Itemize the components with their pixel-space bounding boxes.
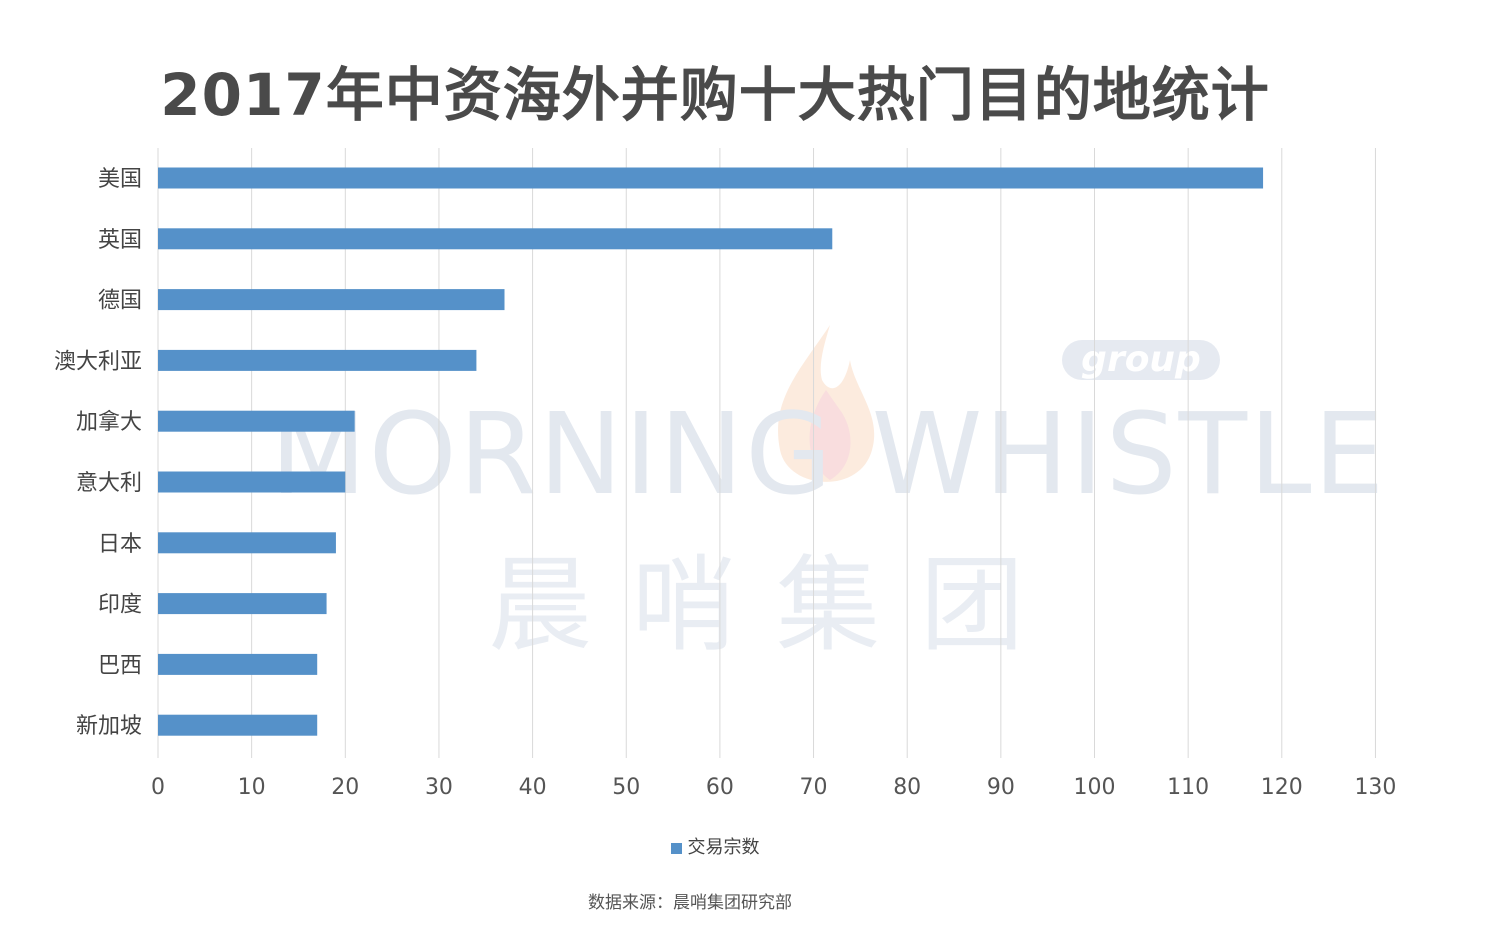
source-note: 数据来源：晨哨集团研究部 bbox=[588, 893, 792, 913]
bars bbox=[158, 167, 1264, 736]
category-label-6: 意大利 bbox=[76, 471, 142, 496]
category-label-5: 加拿大 bbox=[76, 409, 142, 435]
x-tick-labels: 0 10 20 30 40 50 60 70 80 90 100 110 120 130 bbox=[151, 775, 1396, 800]
x-tick-label-90: 90 bbox=[987, 775, 1015, 800]
x-tick-label-10: 10 bbox=[238, 775, 266, 800]
category-label-3: 德国 bbox=[98, 289, 142, 314]
x-tick-label-40: 40 bbox=[519, 775, 547, 800]
category-label-8: 印度 bbox=[98, 593, 142, 618]
bar-9 bbox=[158, 653, 318, 675]
category-label-9: 巴西 bbox=[98, 653, 142, 678]
legend-swatch bbox=[670, 842, 682, 854]
x-tick-label-110: 110 bbox=[1167, 775, 1209, 800]
bar-3 bbox=[158, 289, 505, 311]
bar-4 bbox=[158, 349, 477, 371]
legend: 交易宗数 bbox=[0, 833, 1430, 859]
x-tick-label-20: 20 bbox=[331, 775, 359, 800]
gridlines bbox=[157, 148, 1376, 758]
category-label-1: 美国 bbox=[98, 167, 142, 192]
x-tick-label-0: 0 bbox=[151, 775, 165, 800]
x-tick-label-130: 130 bbox=[1354, 775, 1396, 800]
x-tick-label-60: 60 bbox=[706, 775, 734, 800]
bar-2 bbox=[158, 228, 833, 250]
bar-6 bbox=[158, 471, 346, 493]
bar-10 bbox=[158, 714, 318, 736]
chart-title: 2017年中资海外并购十大热门目的地统计 bbox=[160, 61, 1270, 129]
bar-7 bbox=[158, 532, 336, 554]
x-tick-label-100: 100 bbox=[1074, 775, 1116, 800]
x-tick-label-50: 50 bbox=[612, 775, 640, 800]
category-label-4: 澳大利亚 bbox=[54, 349, 142, 374]
category-label-10: 新加坡 bbox=[76, 714, 142, 739]
x-tick-label-70: 70 bbox=[800, 775, 828, 800]
bar-5 bbox=[158, 410, 355, 432]
legend-label: 交易宗数 bbox=[687, 837, 760, 858]
x-tick-label-120: 120 bbox=[1261, 775, 1303, 800]
category-label-7: 日本 bbox=[98, 532, 142, 557]
bar-8 bbox=[158, 593, 327, 615]
category-label-2: 英国 bbox=[98, 228, 142, 253]
x-tick-label-30: 30 bbox=[425, 775, 453, 800]
bar-1 bbox=[158, 167, 1264, 189]
x-tick-label-80: 80 bbox=[893, 775, 921, 800]
